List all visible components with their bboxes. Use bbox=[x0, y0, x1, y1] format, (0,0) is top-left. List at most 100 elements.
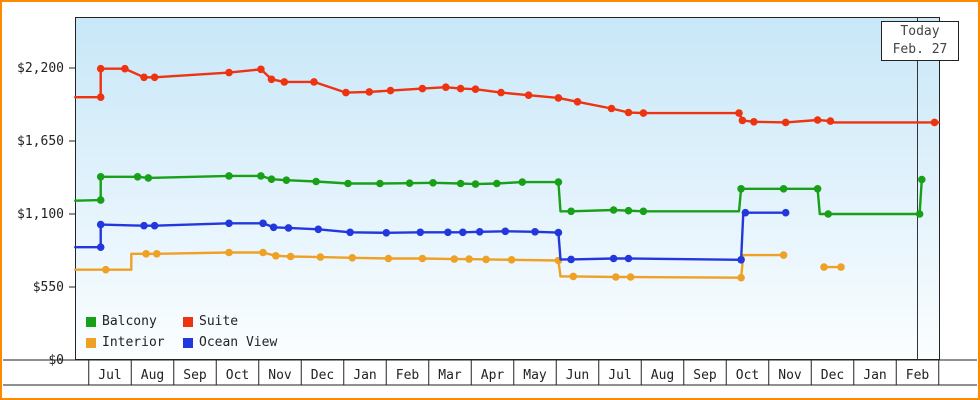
data-point-balcony bbox=[554, 178, 563, 186]
data-point-ocean-view bbox=[284, 224, 293, 232]
data-point-suite bbox=[342, 88, 350, 97]
y-axis-tick-label: $2,200 bbox=[17, 61, 64, 76]
data-point-suite bbox=[738, 116, 747, 125]
data-point-balcony bbox=[915, 210, 924, 218]
x-axis-month-label: Feb bbox=[906, 368, 930, 383]
data-point-suite bbox=[121, 64, 129, 73]
data-point-suite bbox=[456, 84, 465, 93]
data-point-ocean-view bbox=[501, 227, 510, 236]
data-point-balcony bbox=[376, 179, 384, 188]
data-point-balcony bbox=[456, 179, 465, 188]
x-axis-month-label: Feb bbox=[396, 368, 420, 383]
y-axis-tick-label: $550 bbox=[33, 280, 64, 295]
data-point-ocean-view bbox=[225, 219, 233, 228]
data-point-balcony bbox=[639, 207, 648, 216]
x-axis-month-label: Nov bbox=[268, 368, 292, 383]
suite-swatch-icon bbox=[183, 316, 193, 327]
data-point-suite bbox=[365, 88, 374, 96]
y-axis-tick-label: $1,650 bbox=[17, 134, 64, 149]
data-point-suite bbox=[639, 109, 648, 117]
data-point-interior bbox=[418, 254, 427, 263]
data-point-balcony bbox=[518, 178, 527, 186]
data-point-ocean-view bbox=[346, 228, 354, 237]
data-point-suite bbox=[140, 73, 148, 82]
y-axis-tick-label: $1,100 bbox=[17, 207, 64, 222]
data-point-suite bbox=[471, 85, 480, 93]
data-point-suite bbox=[573, 98, 582, 106]
x-axis-month-label: May bbox=[523, 368, 547, 383]
balcony-swatch-icon bbox=[86, 316, 96, 327]
legend-item-balcony: Balcony bbox=[86, 311, 183, 332]
data-point-ocean-view bbox=[554, 228, 563, 237]
data-point-interior bbox=[272, 252, 280, 260]
data-point-suite bbox=[96, 93, 105, 101]
legend-label-interior: Interior bbox=[102, 335, 165, 350]
ocean-view-swatch-icon bbox=[183, 337, 193, 348]
data-point-interior bbox=[569, 272, 578, 281]
data-point-interior bbox=[259, 248, 267, 257]
data-point-interior bbox=[820, 263, 828, 271]
data-point-balcony bbox=[609, 206, 618, 214]
data-point-balcony bbox=[567, 207, 575, 216]
data-point-balcony bbox=[624, 206, 633, 215]
x-axis-month-label: Jun bbox=[566, 368, 589, 383]
data-point-suite bbox=[607, 104, 616, 113]
data-point-suite bbox=[386, 86, 395, 95]
data-point-balcony bbox=[813, 185, 822, 193]
data-point-ocean-view bbox=[531, 228, 539, 236]
data-point-suite bbox=[418, 84, 427, 93]
data-point-balcony bbox=[267, 175, 276, 183]
data-point-interior bbox=[153, 250, 161, 258]
data-point-suite bbox=[225, 68, 233, 77]
data-point-interior bbox=[612, 273, 620, 281]
data-point-ocean-view bbox=[567, 255, 575, 264]
data-point-ocean-view bbox=[96, 243, 105, 251]
x-axis-month-label: Dec bbox=[821, 368, 844, 383]
today-marker-box: Today Feb. 27 bbox=[881, 21, 959, 61]
data-point-ocean-view bbox=[96, 220, 105, 229]
data-point-balcony bbox=[133, 173, 142, 181]
data-point-balcony bbox=[493, 179, 501, 188]
data-point-interior bbox=[348, 253, 357, 262]
series-line-balcony bbox=[73, 174, 923, 216]
data-point-suite bbox=[813, 116, 822, 124]
x-axis-month-label: Sep bbox=[183, 368, 207, 383]
data-point-ocean-view bbox=[140, 221, 148, 230]
data-point-balcony bbox=[312, 177, 320, 186]
data-point-interior bbox=[482, 255, 490, 264]
data-point-interior bbox=[450, 255, 459, 263]
data-point-ocean-view bbox=[459, 228, 467, 237]
data-point-suite bbox=[497, 88, 505, 97]
data-point-interior bbox=[384, 254, 393, 263]
x-axis-month-label: Jul bbox=[98, 368, 121, 383]
data-point-interior bbox=[225, 248, 233, 257]
data-point-ocean-view bbox=[416, 228, 425, 237]
data-point-balcony bbox=[918, 175, 926, 184]
data-point-suite bbox=[524, 91, 533, 99]
data-point-balcony bbox=[779, 185, 788, 193]
interior-swatch-icon bbox=[86, 337, 96, 348]
today-label: Today bbox=[900, 24, 940, 39]
data-point-suite bbox=[442, 83, 450, 91]
data-point-balcony bbox=[824, 210, 832, 218]
data-point-balcony bbox=[344, 179, 352, 188]
data-point-balcony bbox=[429, 179, 437, 187]
data-point-suite bbox=[267, 75, 276, 84]
x-axis-month-label: Oct bbox=[226, 368, 249, 383]
legend-item-suite: Suite bbox=[183, 311, 277, 332]
data-point-balcony bbox=[471, 180, 480, 188]
x-axis-month-label: Jan bbox=[353, 368, 376, 383]
data-point-balcony bbox=[282, 176, 291, 184]
data-point-interior bbox=[779, 251, 788, 259]
x-axis-month-label: Oct bbox=[736, 368, 759, 383]
data-point-suite bbox=[735, 109, 743, 117]
data-point-ocean-view bbox=[382, 229, 391, 237]
x-axis-month-label: Nov bbox=[778, 368, 802, 383]
data-point-interior bbox=[286, 252, 295, 261]
x-axis-month-label: Apr bbox=[481, 368, 505, 383]
legend-item-interior: Interior bbox=[86, 332, 183, 353]
x-axis-month-label: Sep bbox=[693, 368, 717, 383]
data-point-balcony bbox=[405, 179, 414, 187]
data-point-suite bbox=[150, 73, 159, 82]
